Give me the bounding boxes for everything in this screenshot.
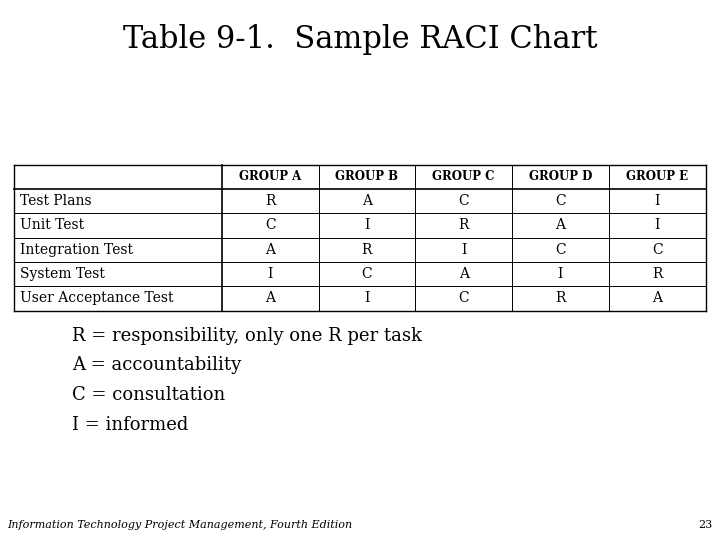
Text: R: R [459,219,469,232]
Text: R = responsibility, only one R per task: R = responsibility, only one R per task [72,327,422,345]
Text: A: A [652,292,662,305]
Text: C: C [265,219,276,232]
Text: I: I [364,292,369,305]
Text: Information Technology Project Management, Fourth Edition: Information Technology Project Managemen… [7,520,352,530]
Text: GROUP B: GROUP B [336,170,398,184]
Text: GROUP E: GROUP E [626,170,688,184]
Text: 23: 23 [698,520,713,530]
Text: I = informed: I = informed [72,416,189,434]
Text: GROUP D: GROUP D [528,170,592,184]
Text: A: A [265,243,275,256]
Text: C: C [555,243,566,256]
Text: C = consultation: C = consultation [72,386,225,404]
Text: C: C [555,194,566,208]
Text: GROUP C: GROUP C [433,170,495,184]
Text: I: I [654,194,660,208]
Text: Integration Test: Integration Test [20,243,133,256]
Text: User Acceptance Test: User Acceptance Test [20,292,174,305]
Text: I: I [461,243,467,256]
Text: A: A [555,219,565,232]
Text: Test Plans: Test Plans [20,194,91,208]
Text: R: R [652,267,662,281]
Text: R: R [265,194,275,208]
Text: C: C [459,292,469,305]
Text: I: I [364,219,369,232]
Text: I: I [558,267,563,281]
Text: C: C [459,194,469,208]
Text: System Test: System Test [20,267,105,281]
Text: A: A [362,194,372,208]
Text: I: I [654,219,660,232]
Text: Table 9-1.  Sample RACI Chart: Table 9-1. Sample RACI Chart [122,24,598,55]
Text: A: A [459,267,469,281]
Text: C: C [652,243,662,256]
Text: I: I [267,267,273,281]
Text: A = accountability: A = accountability [72,356,241,374]
Text: C: C [361,267,372,281]
Text: Unit Test: Unit Test [20,219,84,232]
Text: A: A [265,292,275,305]
Text: R: R [555,292,566,305]
Text: GROUP A: GROUP A [239,170,301,184]
Text: R: R [361,243,372,256]
